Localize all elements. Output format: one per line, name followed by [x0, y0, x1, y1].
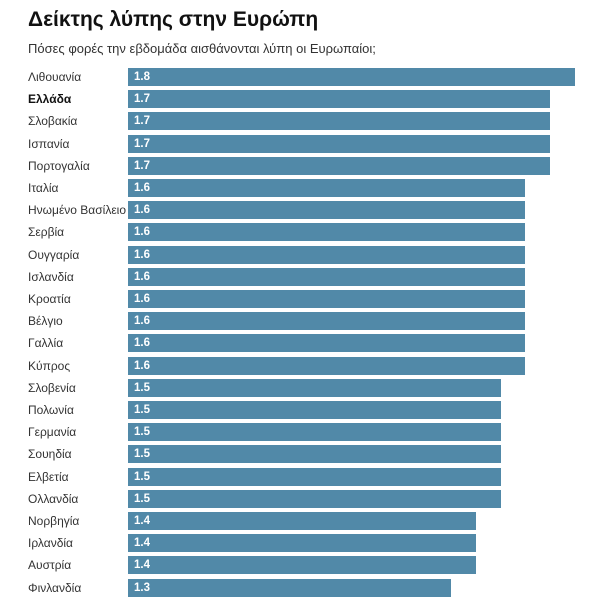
- value-label: 1.6: [134, 315, 150, 328]
- bar: [128, 156, 551, 175]
- chart-title: Δείκτης λύπης στην Ευρώπη: [28, 8, 319, 31]
- category-label: Γαλλία: [28, 336, 64, 351]
- category-label: Αυστρία: [28, 558, 72, 573]
- bar: [128, 534, 476, 553]
- bar: [128, 489, 501, 508]
- category-label: Ελβετία: [28, 469, 69, 484]
- bar: [128, 90, 551, 109]
- bar: [128, 401, 501, 419]
- chart-subtitle: Πόσες φορές την εβδομάδα αισθάνονται λύπ…: [28, 41, 376, 56]
- category-label: Νορβηγία: [28, 514, 80, 528]
- value-label: 1.6: [134, 248, 150, 261]
- bar: [128, 467, 501, 486]
- category-label: Φινλανδία: [28, 580, 82, 595]
- value-label: 1.3: [134, 581, 150, 594]
- category-label: Βέλγιο: [28, 314, 63, 329]
- value-label: 1.7: [134, 137, 150, 150]
- bar: [128, 68, 575, 86]
- bar: [128, 290, 526, 308]
- category-label: Πορτογαλία: [28, 158, 90, 173]
- bar: [128, 512, 476, 530]
- bar: [128, 312, 526, 331]
- category-label: Σλοβακία: [28, 114, 78, 129]
- value-label: 1.4: [134, 559, 150, 572]
- value-label: 1.4: [134, 537, 150, 550]
- category-label: Σερβία: [28, 225, 65, 240]
- bar: [128, 356, 526, 375]
- bar: [128, 378, 501, 397]
- bar: [128, 578, 451, 597]
- category-label: Ουγγαρία: [28, 247, 80, 262]
- bar: [128, 223, 526, 242]
- value-label: 1.5: [134, 470, 150, 483]
- value-label: 1.7: [134, 159, 150, 172]
- category-label: Σλοβενία: [28, 380, 76, 395]
- bar: [128, 134, 551, 153]
- category-label: Ιταλία: [28, 181, 59, 195]
- category-label: Ολλανδία: [28, 491, 79, 506]
- value-label: 1.6: [134, 337, 150, 350]
- bar: [128, 267, 526, 286]
- value-label: 1.5: [134, 404, 150, 416]
- category-label: Ηνωμένο Βασίλειο: [28, 203, 127, 218]
- category-label: Πολωνία: [28, 403, 74, 417]
- category-label: Ισλανδία: [28, 269, 74, 284]
- category-label: Κύπρος: [28, 358, 71, 373]
- value-label: 1.8: [134, 71, 150, 83]
- category-label: Ισπανία: [28, 136, 70, 151]
- value-label: 1.5: [134, 448, 150, 461]
- bar: [128, 334, 526, 353]
- value-label: 1.7: [134, 93, 150, 106]
- value-label: 1.5: [134, 426, 150, 439]
- value-label: 1.6: [134, 226, 150, 239]
- bar: [128, 445, 501, 464]
- value-label: 1.6: [134, 204, 150, 217]
- bar: [128, 245, 526, 264]
- category-label: Ιρλανδία: [28, 536, 73, 551]
- bar: [128, 112, 551, 131]
- category-label: Λιθουανία: [28, 70, 82, 84]
- value-label: 1.5: [134, 492, 150, 505]
- bar: [128, 201, 526, 220]
- category-label: Κροατία: [28, 292, 71, 306]
- bar: [128, 179, 526, 197]
- value-label: 1.6: [134, 293, 150, 305]
- value-label: 1.6: [134, 182, 150, 194]
- value-label: 1.4: [134, 515, 150, 527]
- value-label: 1.5: [134, 381, 150, 394]
- value-label: 1.6: [134, 359, 150, 372]
- category-label: Γερμανία: [28, 425, 77, 440]
- value-label: 1.7: [134, 115, 150, 128]
- category-label: Σουηδία: [28, 447, 72, 462]
- category-label: Ελλάδα: [28, 92, 72, 107]
- value-label: 1.6: [134, 270, 150, 283]
- bar: [128, 423, 501, 442]
- bar: [128, 556, 476, 575]
